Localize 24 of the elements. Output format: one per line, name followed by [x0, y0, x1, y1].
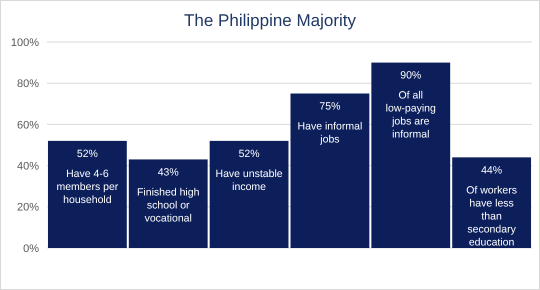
y-tick-label: 80% [16, 78, 40, 90]
x-tick-label: Have informal jobs [298, 120, 362, 146]
y-tick-label: 0% [23, 242, 40, 255]
y-tick-label: 60% [16, 119, 40, 132]
x-tick-label: Of workers have less than secondary education [466, 184, 517, 248]
y-tick-label: 100% [10, 36, 40, 49]
x-tick-label: Of all low-paying jobs are informal [386, 90, 436, 141]
data-label: 75% [319, 100, 340, 112]
y-tick-label: 20% [16, 202, 40, 214]
bar [210, 140, 288, 248]
bar [128, 159, 208, 248]
chart-title: The Philippine Majority [184, 11, 356, 30]
data-label: 44% [481, 164, 502, 176]
y-tick-label: 40% [16, 160, 40, 172]
data-label: 52% [76, 148, 98, 160]
bar [48, 140, 127, 248]
x-tick-label: Finished high school or vocational [136, 186, 200, 224]
x-tick-label: Have unstable income [216, 168, 283, 193]
x-tick-label: Have 4-6 members per household [56, 168, 119, 206]
data-label: 52% [238, 148, 260, 160]
bar [290, 94, 370, 248]
data-label: 90% [400, 70, 422, 82]
data-label: 43% [158, 166, 179, 178]
bar [371, 62, 450, 248]
